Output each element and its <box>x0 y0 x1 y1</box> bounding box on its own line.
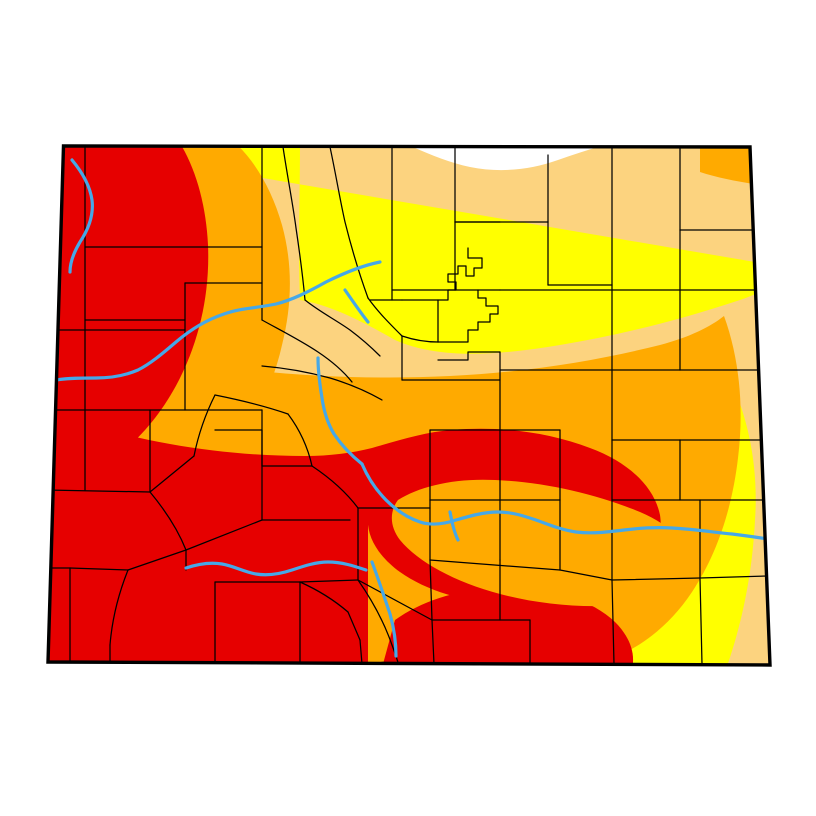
drought-area-d2-northeastcorner <box>700 146 760 185</box>
river-yampa <box>68 158 94 274</box>
drought-intensity-layer <box>48 146 770 665</box>
river-purgatoire <box>370 560 398 658</box>
drought-area-none-north <box>392 146 640 171</box>
drought-area-d3-southcentral <box>380 587 633 665</box>
river-south-platte <box>343 288 370 324</box>
drought-area-d3-west <box>48 146 209 490</box>
rivers-layer <box>54 158 770 658</box>
river-colorado <box>54 260 382 382</box>
drought-area-d3-south <box>48 410 661 665</box>
river-gunnison <box>316 356 364 466</box>
colorado-state-border <box>46 144 772 667</box>
river-arkansas <box>360 462 770 542</box>
drought-area-d2-southwedge <box>391 479 693 607</box>
river-tributary-south <box>448 510 460 542</box>
river-rio-grande <box>184 560 368 577</box>
county-boundaries-layer <box>48 146 769 665</box>
